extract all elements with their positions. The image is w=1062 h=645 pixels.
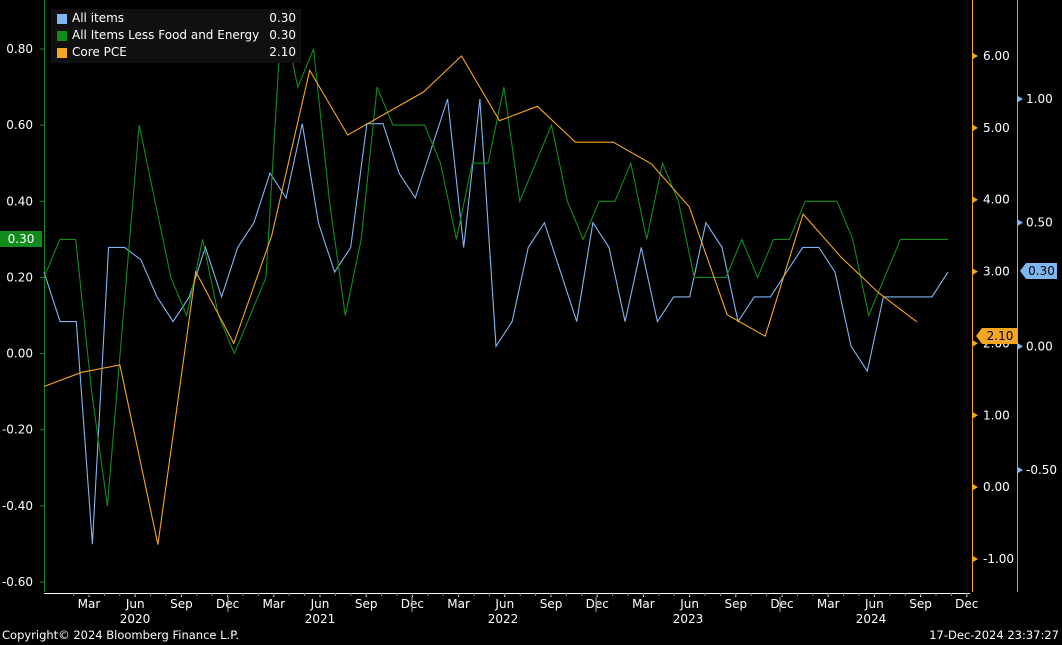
x-tick-label: Jun <box>494 597 514 611</box>
x-tick-label: Jun <box>125 597 145 611</box>
legend-item-core-pce: Core PCE 2.10 <box>51 45 301 61</box>
legend-item-all-items: All items 0.30 <box>51 11 301 27</box>
x-tick-label: Sep <box>355 597 378 611</box>
right-outer-tick-mark <box>1018 467 1023 473</box>
right-inner-tick-label: 3.00 <box>983 265 1010 279</box>
series-line-1 <box>43 10 948 506</box>
x-tick-label: Jun <box>864 597 884 611</box>
tag-core-pce-shape <box>976 328 1018 344</box>
x-tick-label: Jun <box>679 597 699 611</box>
x-tick-label: Mar <box>447 597 470 611</box>
left-tick-label: -0.40 <box>2 499 33 513</box>
tag-core-cpi-text: 0.30 <box>8 232 35 246</box>
legend-name: All Items Less Food and Energy <box>72 28 260 42</box>
right-outer-tick-mark <box>1018 219 1023 226</box>
x-tick-label: Mar <box>632 597 655 611</box>
tag-all-items-text: 0.30 <box>1028 264 1055 278</box>
left-tick-label: 0.60 <box>6 118 33 132</box>
right-outer-tick-label: 0.00 <box>1026 339 1053 353</box>
legend-swatch-icon <box>57 48 67 58</box>
x-tick-label: Sep <box>724 597 747 611</box>
right-inner-tick-mark <box>973 124 978 131</box>
x-tick-label: Dec <box>586 597 609 611</box>
legend-name: Core PCE <box>72 45 127 59</box>
right-inner-tick-label: 1.00 <box>983 408 1010 422</box>
left-axis: 0.80 0.60 0.40 0.20 0.00 -0.20 -0.40 -0.60 <box>2 0 45 592</box>
x-tick-label: Mar <box>78 597 101 611</box>
x-tick-label: Dec <box>955 597 978 611</box>
legend-value: 2.10 <box>269 45 296 59</box>
right-inner-tick-label: 0.00 <box>983 480 1010 494</box>
right-inner-tick-label: 6.00 <box>983 49 1010 63</box>
series-lines <box>43 10 949 545</box>
left-tick-label: 0.20 <box>6 270 33 284</box>
legend-value: 0.30 <box>269 11 296 25</box>
right-inner-tick-mark <box>973 268 978 275</box>
timestamp: 17-Dec-2024 23:37:27 <box>929 628 1059 642</box>
right-inner-tick-label: -1.00 <box>983 552 1014 566</box>
series-line-0 <box>43 98 949 545</box>
x-axis: Mar Jun Sep Dec Mar Jun Sep Dec Mar Jun Sep Dec Mar J… <box>44 593 978 626</box>
tag-all-items-shape <box>1020 263 1057 279</box>
left-tick-label: 0.80 <box>6 42 33 56</box>
legend-swatch-icon <box>57 31 67 41</box>
year-label: 2021 <box>305 612 336 626</box>
legend-name: All items <box>72 11 125 25</box>
right-outer-tick-label: -0.50 <box>1026 463 1057 477</box>
x-tick-label: Sep <box>170 597 193 611</box>
right-outer-tick-label: 0.50 <box>1026 216 1053 230</box>
year-label: 2022 <box>488 612 519 626</box>
value-tags: 0.30 2.10 0.30 <box>0 231 1057 344</box>
legend-item-core-cpi: All Items Less Food and Energy 0.30 <box>51 28 301 44</box>
right-inner-tick-mark <box>973 556 978 562</box>
tag-core-pce: 2.10 <box>976 328 1018 344</box>
year-label: 2020 <box>120 612 151 626</box>
right-inner-tick-mark <box>973 340 978 347</box>
left-tick-label: -0.60 <box>2 575 33 589</box>
left-tick-label: -0.20 <box>2 423 33 437</box>
tag-core-pce-text: 2.10 <box>987 329 1014 343</box>
right-inner-tick-label: 4.00 <box>983 193 1010 207</box>
copyright: Copyright© 2024 Bloomberg Finance L.P. <box>2 628 239 642</box>
right-inner-tick-mark <box>973 53 978 59</box>
right-inner-axis: 6.005.004.003.002.001.000.00-1.00 <box>972 0 1014 592</box>
right-outer-axis: 1.00 0.50 0.00 -0.50 <box>1017 0 1057 592</box>
right-inner-tick-mark <box>973 412 978 419</box>
tag-core-cpi-shape <box>0 231 42 247</box>
x-tick-label: Dec <box>770 597 793 611</box>
x-tick-label: Sep <box>540 597 563 611</box>
legend-swatch-icon <box>57 14 67 24</box>
right-outer-tick-mark <box>1018 96 1023 102</box>
x-tick-label: Sep <box>909 597 932 611</box>
year-label: 2023 <box>673 612 704 626</box>
legend-value: 0.30 <box>269 28 296 42</box>
x-tick-label: Mar <box>817 597 840 611</box>
x-tick-label: Jun <box>310 597 330 611</box>
x-tick-label: Mar <box>262 597 285 611</box>
tag-all-items: 0.30 <box>1020 263 1057 279</box>
right-inner-tick-label: 5.00 <box>983 121 1010 135</box>
series-line-2 <box>43 55 918 545</box>
right-outer-tick-mark <box>1018 343 1023 350</box>
right-outer-tick-label: 1.00 <box>1026 92 1053 106</box>
year-label: 2024 <box>856 612 887 626</box>
right-inner-tick-mark <box>973 484 978 491</box>
tag-core-cpi: 0.30 <box>0 231 42 247</box>
right-inner-tick-mark <box>973 196 978 203</box>
left-tick-label: 0.00 <box>6 347 33 361</box>
legend: All items 0.30 All Items Less Food and E… <box>51 9 301 63</box>
left-tick-label: 0.40 <box>6 194 33 208</box>
